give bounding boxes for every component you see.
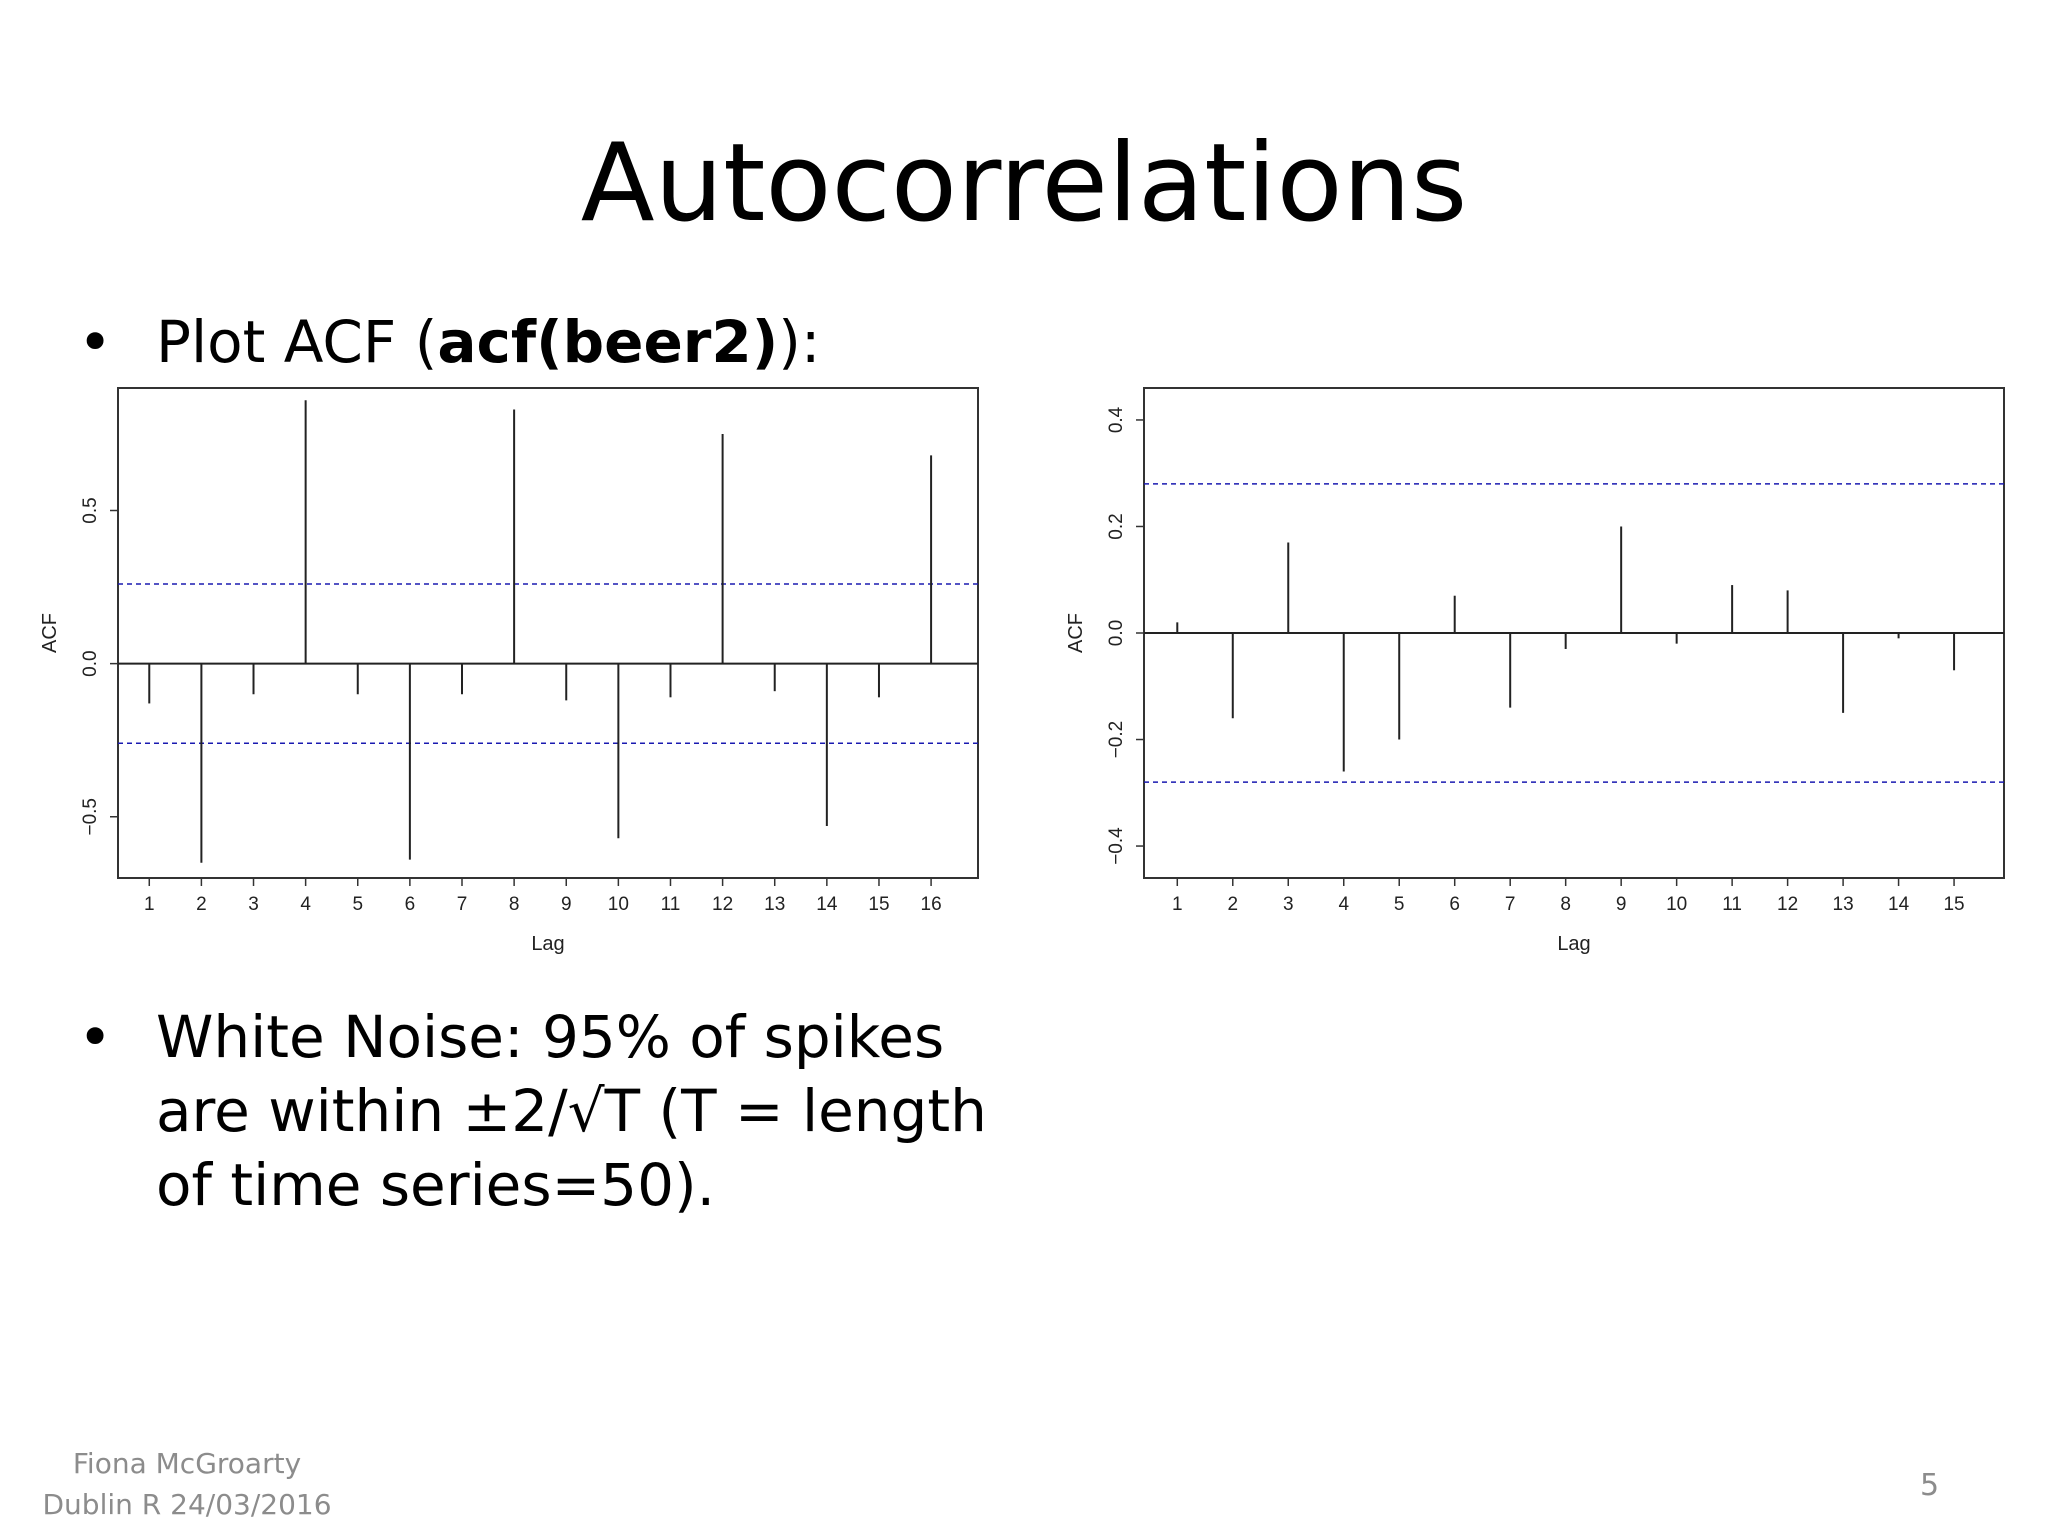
footer-event: Dublin R 24/03/2016 xyxy=(42,1488,332,1521)
y-tick-label: 0.4 xyxy=(1106,406,1127,433)
x-tick-label: 5 xyxy=(1394,894,1405,915)
x-tick-label: 13 xyxy=(1833,894,1854,915)
x-tick-label: 1 xyxy=(144,894,155,915)
x-tick-label: 15 xyxy=(1943,894,1964,915)
x-tick-label: 2 xyxy=(1227,894,1238,915)
bullet1-prefix: Plot ACF ( xyxy=(156,308,438,376)
x-tick-label: 16 xyxy=(921,894,942,915)
x-tick-label: 15 xyxy=(868,894,889,915)
bullet-plot-acf: • Plot ACF (acf(beer2)): xyxy=(78,305,821,379)
bullet2-line-2: are within ±2/√T (T = length xyxy=(156,1077,987,1145)
x-tick-label: 3 xyxy=(248,894,259,915)
bullet2-line-1: White Noise: 95% of spikes xyxy=(156,1003,945,1071)
x-axis-label: Lag xyxy=(531,933,564,955)
x-tick-label: 13 xyxy=(764,894,785,915)
x-tick-label: 11 xyxy=(661,894,681,915)
x-tick-label: 7 xyxy=(1505,894,1516,915)
y-tick-label: 0.0 xyxy=(80,650,101,676)
y-tick-label: −0.5 xyxy=(80,798,101,836)
x-tick-label: 6 xyxy=(1449,894,1460,915)
x-tick-label: 10 xyxy=(608,894,629,915)
bullet1-suffix: ): xyxy=(778,308,821,376)
slide-title: Autocorrelations xyxy=(580,121,1468,246)
bullet1-code: acf(beer2) xyxy=(437,308,779,376)
x-tick-label: 8 xyxy=(509,894,520,915)
x-tick-label: 12 xyxy=(1777,894,1798,915)
y-tick-label: 0.5 xyxy=(80,497,101,523)
x-axis-label: Lag xyxy=(1557,933,1590,955)
y-axis-label: ACF xyxy=(1065,613,1087,653)
x-tick-label: 7 xyxy=(457,894,468,915)
bullet-white-noise: • White Noise: 95% of spikes are within … xyxy=(78,1000,1056,1222)
x-tick-label: 11 xyxy=(1722,894,1742,915)
x-tick-label: 2 xyxy=(196,894,207,915)
footer-author: Fiona McGroarty Dublin R 24/03/2016 xyxy=(32,1443,342,1525)
y-tick-label: 0.0 xyxy=(1106,620,1127,646)
footer-author-name: Fiona McGroarty xyxy=(72,1447,302,1480)
x-tick-label: 1 xyxy=(1172,894,1183,915)
x-tick-label: 12 xyxy=(712,894,733,915)
x-tick-label: 9 xyxy=(561,894,572,915)
x-tick-label: 9 xyxy=(1616,894,1627,915)
x-tick-label: 6 xyxy=(405,894,416,915)
y-tick-label: 0.2 xyxy=(1106,513,1127,539)
x-tick-label: 14 xyxy=(1888,894,1910,915)
bullet2-line-3: of time series=50). xyxy=(156,1151,716,1219)
x-tick-label: 14 xyxy=(816,894,838,915)
page-number: 5 xyxy=(1920,1468,1940,1503)
x-tick-label: 10 xyxy=(1666,894,1687,915)
y-tick-label: −0.4 xyxy=(1106,827,1127,865)
bullet-dot: • xyxy=(78,1003,113,1071)
x-tick-label: 5 xyxy=(352,894,363,915)
y-tick-label: −0.2 xyxy=(1106,721,1127,759)
x-tick-label: 8 xyxy=(1560,894,1571,915)
x-tick-label: 4 xyxy=(300,894,311,915)
bullet-dot: • xyxy=(78,308,113,376)
acf-chart-residuals: 1 2 3 4 5 6 7 8 9 10 11 12 13 14 15−0.4−0.20.00.20.4La… xyxy=(1065,387,2005,955)
x-tick-label: 4 xyxy=(1338,894,1349,915)
y-axis-label: ACF xyxy=(39,613,61,653)
x-tick-label: 3 xyxy=(1283,894,1294,915)
plot-frame xyxy=(117,387,979,879)
